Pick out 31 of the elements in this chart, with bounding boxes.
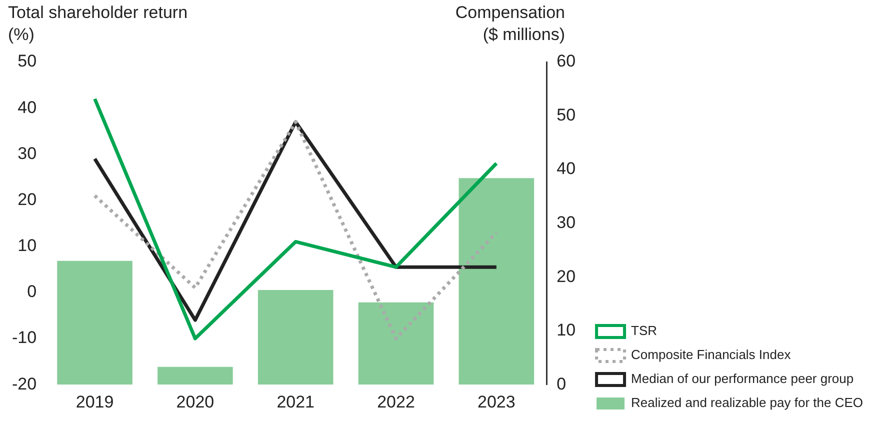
y2-axis-title: Compensation ($ millions) <box>454 2 565 46</box>
legend-label: Realized and realizable pay for the CEO <box>631 395 864 410</box>
y-tick-label: 30 <box>18 144 37 163</box>
x-tick-label: 2022 <box>377 392 415 412</box>
y-tick-label: 40 <box>18 98 37 117</box>
y-tick-label: -20 <box>12 374 37 394</box>
bar <box>458 178 534 385</box>
bar <box>358 302 434 385</box>
bar <box>57 260 132 385</box>
x-tick-label: 2021 <box>276 392 315 412</box>
x-tick-label: 2020 <box>176 392 214 412</box>
y2-tick-label: 0 <box>556 374 566 394</box>
legend-label: Median of our performance peer group <box>631 371 854 386</box>
y-tick-label: 20 <box>18 190 37 209</box>
y2-tick-label: 30 <box>556 212 576 232</box>
bar <box>258 290 334 385</box>
legend-label: Composite Financials Index <box>631 347 792 362</box>
y-tick-label: 50 <box>18 52 37 71</box>
y2-tick-label: 20 <box>556 266 576 286</box>
bar <box>158 366 233 385</box>
y-tick-label: 0 <box>27 282 37 302</box>
y-axis-title: Total shareholder return (%) <box>8 2 188 46</box>
y2-tick-label: 40 <box>556 159 576 178</box>
x-tick-label: 2023 <box>478 392 516 412</box>
y2-tick-label: 10 <box>556 320 576 340</box>
legend-label: TSR <box>631 323 658 338</box>
x-tick-label: 2019 <box>76 392 114 412</box>
y2-tick-label: 60 <box>556 52 576 71</box>
y2-tick-label: 50 <box>556 105 576 124</box>
y-tick-label: -10 <box>12 328 37 348</box>
y-tick-label: 10 <box>18 236 37 256</box>
